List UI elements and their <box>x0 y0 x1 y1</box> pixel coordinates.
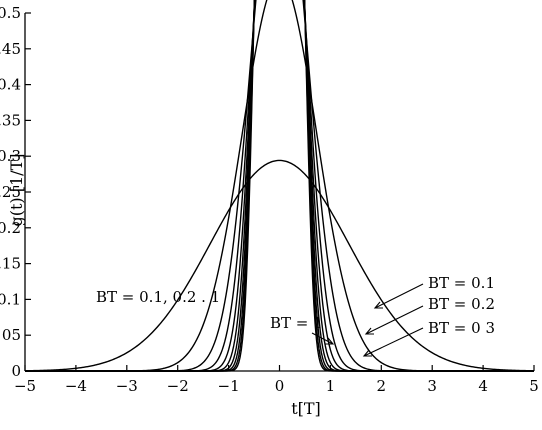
y-tick-label: 0.4 <box>0 76 21 94</box>
y-tick-label: 0.25 <box>0 183 21 201</box>
x-tick-label: −3 <box>116 377 138 395</box>
y-axis-label: g(t) [1/T] <box>7 154 26 227</box>
arrow-bt-0-1 <box>374 283 424 309</box>
y-tick-label: 0.5 <box>0 4 21 22</box>
y-tick-label: 0.1 <box>0 290 21 308</box>
y-tick-label: 0.35 <box>0 111 21 129</box>
arrow-bt-1 <box>311 332 334 345</box>
x-tick-label: 5 <box>529 377 539 395</box>
x-tick-label: 0 <box>275 377 285 395</box>
annotation-bt-range: BT = 0.1, 0.2 . 1 <box>96 288 220 306</box>
x-tick-label: 4 <box>478 377 488 395</box>
y-tick-label: 0.15 <box>0 255 21 273</box>
arrow-bt-0-2 <box>365 305 424 335</box>
arrow-bt-0-1-head <box>373 301 383 309</box>
x-tick-label: −4 <box>65 377 87 395</box>
y-tick-label: 0 05 <box>0 326 21 344</box>
x-axis-label: t[T] <box>291 399 321 418</box>
annotation-bt-1: BT = 1 <box>270 314 323 332</box>
y-tick-label: 0.3 <box>0 147 21 165</box>
arrow-bt-0-3 <box>363 327 424 357</box>
series-line-bt-0-1 <box>24 159 535 372</box>
arrow-bt-0-2-head <box>364 327 374 335</box>
x-tick-label: −2 <box>167 377 189 395</box>
x-tick-label: −5 <box>14 377 36 395</box>
y-tick-label: 0.2 <box>0 219 21 237</box>
y-tick-label: 0 <box>11 362 21 380</box>
annotation-bt-0-2: BT = 0.2 <box>428 295 495 313</box>
annotation-arrows <box>311 283 424 357</box>
annotation-bt-0-1: BT = 0.1 <box>428 274 495 292</box>
x-tick-label: 1 <box>326 377 336 395</box>
x-tick-label: 3 <box>427 377 437 395</box>
x-tick-label: −1 <box>218 377 240 395</box>
y-tick-label: 0.45 <box>0 40 21 58</box>
arrow-bt-1-head <box>325 337 335 345</box>
arrow-bt-0-3-head <box>362 349 372 357</box>
ticks-group: −5 −4 −3 −2 −1 0 1 2 3 4 5 0 0 05 0.1 0.15 0.2 0.25 0.3 0.… <box>0 4 539 395</box>
annotation-bt-0-3: BT = 0 3 <box>428 319 495 337</box>
x-tick-label: 2 <box>377 377 387 395</box>
